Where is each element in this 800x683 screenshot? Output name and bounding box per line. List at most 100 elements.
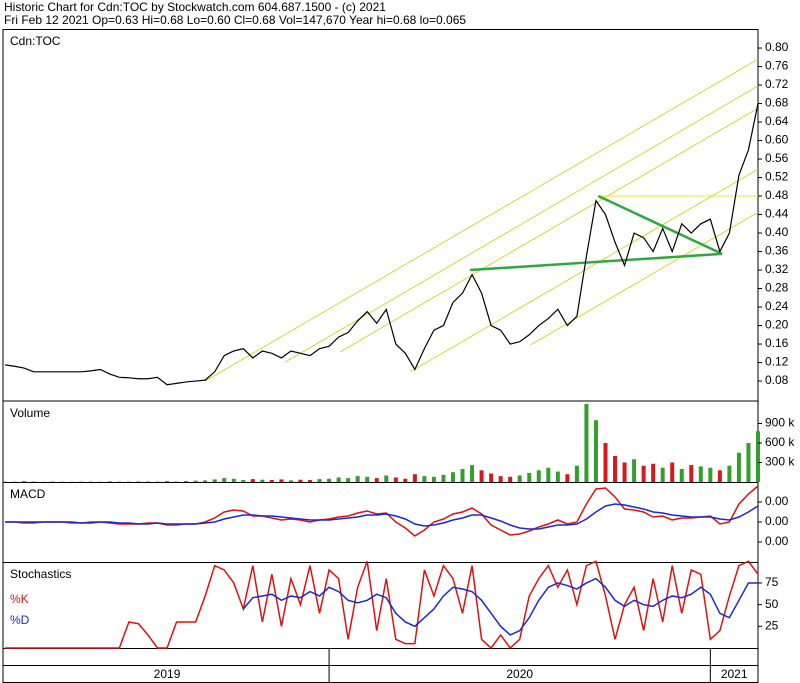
volume-bar (593, 420, 598, 482)
series-line (4, 103, 758, 386)
trend-line (284, 85, 758, 363)
volume-bar (450, 472, 455, 482)
volume-bar (260, 479, 265, 482)
volume-bar (393, 477, 398, 482)
volume-bar (298, 479, 303, 482)
volume-bar (651, 463, 656, 482)
chart-subtitle: Fri Feb 12 2021 Op=0.63 Hi=0.68 Lo=0.60 … (4, 13, 466, 27)
volume-bar (308, 480, 313, 482)
y-tick-label: 0.48 (765, 188, 789, 202)
volume-bar (184, 481, 189, 482)
trend-line (339, 107, 758, 353)
y-tick-label: 0.16 (765, 336, 789, 350)
volume-bar (660, 467, 665, 482)
trend-line (597, 194, 723, 255)
volume-bar (336, 477, 341, 482)
volume-bar (203, 480, 208, 482)
volume-bar (222, 478, 227, 482)
y-tick-label: 300 k (765, 455, 795, 469)
volume-bar (165, 481, 170, 482)
volume-bar (670, 462, 675, 482)
volume-bar (384, 475, 389, 482)
legend-entry: %D (10, 613, 30, 627)
volume-bar (279, 479, 284, 482)
volume-bar (107, 481, 112, 482)
volume-bar (689, 465, 694, 482)
x-tick-label: 2019 (154, 667, 181, 681)
volume-bar (679, 468, 684, 482)
volume-bar (22, 481, 27, 482)
volume-bar (250, 479, 255, 482)
volume-bar (565, 474, 570, 482)
volume-bar (613, 455, 618, 482)
y-tick-label: 50 (765, 597, 779, 611)
volume-bar (508, 476, 513, 482)
y-tick-label: 75 (765, 575, 779, 589)
volume-bar (574, 465, 579, 482)
volume-bar (470, 465, 475, 482)
trend-line (204, 58, 758, 382)
y-tick-label: 25 (765, 618, 779, 632)
panel (4, 58, 758, 386)
volume-bar (365, 476, 370, 482)
volume-bar (527, 472, 532, 482)
volume-bar (536, 470, 541, 482)
volume-bar (460, 468, 465, 482)
volume-bar (698, 466, 703, 482)
volume-bar (441, 474, 446, 482)
volume-bar (212, 479, 217, 482)
volume-bar (374, 478, 379, 482)
volume-bar (717, 470, 722, 482)
volume-bar (231, 478, 236, 482)
volume-bar (632, 459, 637, 482)
y-tick-label: 0.80 (765, 40, 789, 54)
volume-bar (479, 470, 484, 482)
trend-line (470, 252, 723, 272)
panel (5, 485, 759, 537)
volume-bar (3, 481, 7, 482)
volume-bar (193, 480, 198, 482)
volume-bar (288, 480, 293, 482)
volume-bar (584, 403, 589, 482)
y-tick-label: 0.44 (765, 207, 789, 221)
volume-bar (517, 475, 522, 482)
volume-bar (555, 471, 560, 482)
y-tick-label: 0.08 (765, 373, 789, 387)
volume-bar (327, 478, 332, 482)
y-tick-label: 0.24 (765, 299, 789, 313)
volume-bar (431, 476, 436, 482)
y-tick-label: 0.52 (765, 170, 789, 184)
volume-bar (355, 476, 360, 482)
volume-bar (746, 442, 751, 482)
y-tick-label: 0.60 (765, 133, 789, 147)
legend-entry: %K (10, 592, 29, 606)
panel (3, 403, 760, 482)
volume-bar (641, 465, 646, 482)
volume-bar (269, 480, 274, 482)
series-line (5, 503, 759, 530)
y-tick-label: 0.32 (765, 262, 789, 276)
panel-title: MACD (10, 487, 46, 501)
y-tick-label: 0.12 (765, 355, 789, 369)
volume-bar (241, 480, 246, 482)
panel-title: Cdn:TOC (10, 34, 61, 48)
y-tick-label: 0.76 (765, 59, 789, 73)
panel-title: Stochastics (10, 567, 71, 581)
volume-bar (79, 481, 84, 482)
panel-title: Volume (10, 406, 50, 420)
y-tick-label: 0.28 (765, 281, 789, 295)
y-tick-label: 0.00 (765, 494, 789, 508)
y-tick-label: 600 k (765, 435, 795, 449)
volume-bar (727, 465, 732, 482)
y-tick-label: 0.64 (765, 114, 789, 128)
volume-bar (756, 431, 760, 482)
y-tick-label: 900 k (765, 416, 795, 430)
volume-bar (489, 473, 494, 482)
y-tick-label: 0.40 (765, 225, 789, 239)
volume-bar (403, 478, 408, 482)
y-tick-label: 0.00 (765, 534, 789, 548)
y-tick-label: 0.68 (765, 96, 789, 110)
series-line (242, 577, 758, 636)
x-tick-label: 2020 (506, 667, 533, 681)
